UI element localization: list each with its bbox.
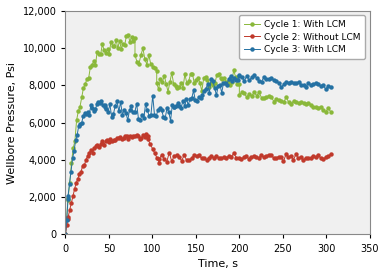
Cycle 2: Without LCM: (305, 4.3e+03): Without LCM: (305, 4.3e+03): [328, 153, 333, 156]
Line: Cycle 2: Without LCM: Cycle 2: Without LCM: [63, 132, 333, 237]
Cycle 3: With LCM: (15.2, 5.81e+03): With LCM: (15.2, 5.81e+03): [76, 124, 81, 128]
Cycle 3: With LCM: (228, 8.45e+03): With LCM: (228, 8.45e+03): [262, 75, 266, 79]
Cycle 3: With LCM: (77.8, 6.56e+03): With LCM: (77.8, 6.56e+03): [131, 111, 135, 114]
Legend: Cycle 1: With LCM, Cycle 2: Without LCM, Cycle 3: With LCM: Cycle 1: With LCM, Cycle 2: Without LCM,…: [239, 15, 365, 59]
Cycle 1: With LCM: (98.2, 9.13e+03): With LCM: (98.2, 9.13e+03): [149, 63, 153, 66]
Cycle 3: With LCM: (305, 7.91e+03): With LCM: (305, 7.91e+03): [328, 85, 333, 89]
Cycle 2: Without LCM: (0, 0): Without LCM: (0, 0): [63, 233, 68, 236]
Cycle 1: With LCM: (200, 8.07e+03): With LCM: (200, 8.07e+03): [237, 83, 242, 86]
Cycle 3: With LCM: (34.5, 6.74e+03): With LCM: (34.5, 6.74e+03): [93, 107, 98, 111]
Cycle 1: With LCM: (105, 8.11e+03): With LCM: (105, 8.11e+03): [154, 82, 159, 85]
Cycle 3: With LCM: (234, 8.36e+03): With LCM: (234, 8.36e+03): [267, 77, 271, 80]
Cycle 1: With LCM: (248, 7.16e+03): With LCM: (248, 7.16e+03): [279, 99, 284, 103]
Cycle 3: With LCM: (0, 0): With LCM: (0, 0): [63, 233, 68, 236]
Cycle 3: With LCM: (194, 8.42e+03): With LCM: (194, 8.42e+03): [232, 76, 236, 79]
Y-axis label: Wellbore Pressure, Psi: Wellbore Pressure, Psi: [7, 62, 17, 184]
X-axis label: Time, s: Time, s: [198, 259, 238, 269]
Cycle 1: With LCM: (0, 0): With LCM: (0, 0): [63, 233, 68, 236]
Line: Cycle 1: With LCM: Cycle 1: With LCM: [63, 33, 333, 237]
Cycle 2: Without LCM: (231, 4.2e+03): Without LCM: (231, 4.2e+03): [264, 155, 268, 158]
Cycle 2: Without LCM: (8.63, 2.04e+03): Without LCM: (8.63, 2.04e+03): [71, 195, 75, 198]
Cycle 1: With LCM: (305, 6.59e+03): With LCM: (305, 6.59e+03): [328, 110, 333, 113]
Cycle 2: Without LCM: (63.1, 5.26e+03): Without LCM: (63.1, 5.26e+03): [118, 135, 123, 138]
Cycle 2: Without LCM: (134, 3.95e+03): Without LCM: (134, 3.95e+03): [179, 159, 184, 163]
Cycle 2: Without LCM: (93.1, 5.37e+03): Without LCM: (93.1, 5.37e+03): [144, 133, 149, 136]
Line: Cycle 3: With LCM: Cycle 3: With LCM: [63, 72, 333, 237]
Cycle 3: With LCM: (217, 8.58e+03): With LCM: (217, 8.58e+03): [252, 73, 256, 76]
Cycle 2: Without LCM: (159, 4.13e+03): Without LCM: (159, 4.13e+03): [202, 156, 207, 159]
Cycle 1: With LCM: (72.1, 1.07e+04): With LCM: (72.1, 1.07e+04): [126, 33, 130, 36]
Cycle 1: With LCM: (299, 6.58e+03): With LCM: (299, 6.58e+03): [323, 110, 328, 114]
Cycle 2: Without LCM: (262, 4.01e+03): Without LCM: (262, 4.01e+03): [291, 158, 296, 161]
Cycle 1: With LCM: (157, 7.7e+03): With LCM: (157, 7.7e+03): [200, 89, 204, 93]
